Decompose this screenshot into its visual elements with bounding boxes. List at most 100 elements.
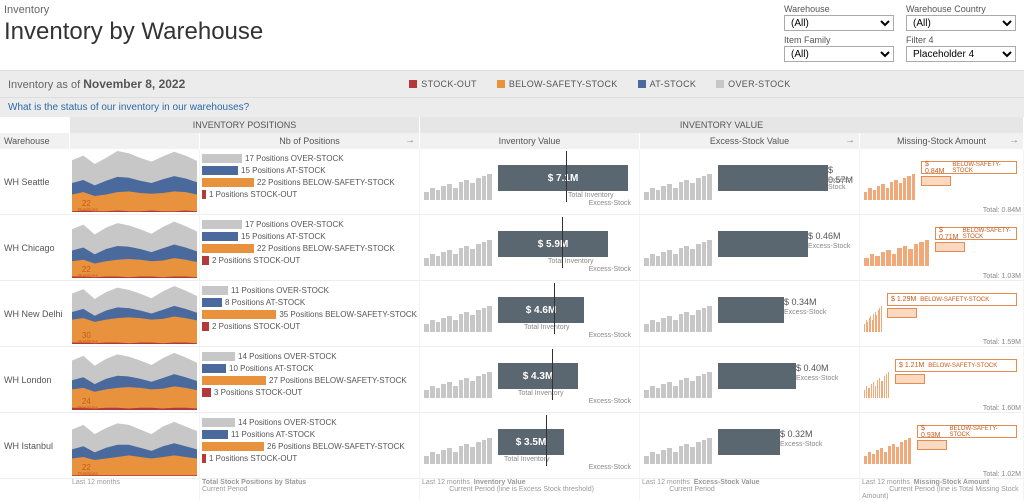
warehouse-label[interactable]: WH Chicago bbox=[0, 215, 70, 281]
section-inventory-positions: INVENTORY POSITIONS bbox=[70, 117, 420, 133]
sparkline bbox=[422, 151, 494, 212]
position-bar: 26 Positions BELOW-SAFETY-STOCK bbox=[202, 441, 417, 452]
header: Inventory Inventory by Warehouse Warehou… bbox=[0, 0, 1024, 70]
missing-total: Total: 1.03M bbox=[983, 273, 1021, 280]
missing-total: Total: 1.02M bbox=[983, 471, 1021, 478]
as-of-date: November 8, 2022 bbox=[83, 77, 185, 91]
arrow-icon: → bbox=[845, 135, 855, 146]
sparkline bbox=[862, 283, 883, 344]
sparkline bbox=[862, 349, 891, 410]
svg-text:24: 24 bbox=[82, 397, 91, 406]
missing-bar: $ 0.84MBELOW-SAFETY-STOCK bbox=[921, 161, 1017, 174]
svg-text:22: 22 bbox=[82, 199, 91, 208]
svg-text:Positions: Positions bbox=[78, 471, 99, 476]
col-missing-amount[interactable]: Missing-Stock Amount→ bbox=[860, 133, 1024, 149]
positions-cell[interactable]: 17 Positions OVER-STOCK 15 Positions AT-… bbox=[200, 149, 420, 215]
legend-item[interactable]: AT-STOCK bbox=[638, 79, 697, 89]
legend-item[interactable]: STOCK-OUT bbox=[409, 79, 477, 89]
area-chart-cell[interactable]: 22 Positions bbox=[70, 149, 200, 215]
excess-value-cell[interactable]: $ 0.40M Excess-Stock bbox=[640, 347, 860, 413]
sparkline bbox=[422, 217, 494, 278]
position-bar: 3 Positions STOCK-OUT bbox=[202, 387, 417, 398]
col-warehouse: Warehouse bbox=[0, 133, 70, 149]
col-area bbox=[70, 133, 200, 149]
position-bar: 1 Positions STOCK-OUT bbox=[202, 453, 417, 464]
position-bar: 22 Positions BELOW-SAFETY-STOCK bbox=[202, 177, 417, 188]
position-bar: 11 Positions AT-STOCK bbox=[202, 429, 417, 440]
col-nb-positions[interactable]: Nb of Positions→ bbox=[200, 133, 420, 149]
as-of-label: Inventory as of November 8, 2022 bbox=[8, 77, 185, 91]
excess-value-cell[interactable]: $ 0.46M Excess-Stock bbox=[640, 215, 860, 281]
warehouse-label[interactable]: WH Istanbul bbox=[0, 413, 70, 479]
footer: Last 12 months Inventory Value Current P… bbox=[420, 479, 640, 501]
toolbar: Inventory as of November 8, 2022 STOCK-O… bbox=[0, 70, 1024, 98]
position-bar: 17 Positions OVER-STOCK bbox=[202, 153, 417, 164]
footer: Last 12 months bbox=[70, 479, 200, 501]
positions-cell[interactable]: 14 Positions OVER-STOCK 10 Positions AT-… bbox=[200, 347, 420, 413]
position-bar: 15 Positions AT-STOCK bbox=[202, 165, 417, 176]
inventory-value-cell[interactable]: $ 4.3M Total Inventory Excess-Stock bbox=[420, 347, 640, 413]
missing-amount-cell[interactable]: $ 0.93MBELOW-SAFETY-STOCK Total: 1.02M bbox=[860, 413, 1024, 479]
excess-value-cell[interactable]: $ 0.34M Excess-Stock bbox=[640, 281, 860, 347]
question-text: What is the status of our inventory in o… bbox=[0, 98, 1024, 117]
filter-label: Filter 4 bbox=[906, 35, 1016, 45]
legend-item[interactable]: BELOW-SAFETY-STOCK bbox=[497, 79, 618, 89]
arrow-icon: → bbox=[1009, 135, 1019, 146]
svg-text:Positions: Positions bbox=[78, 273, 99, 278]
filter-select-3[interactable]: Placeholder 4 bbox=[906, 46, 1016, 62]
footer: Last 12 months Missing-Stock Amount Curr… bbox=[860, 479, 1024, 501]
filter-select-1[interactable]: (All) bbox=[906, 15, 1016, 31]
positions-cell[interactable]: 11 Positions OVER-STOCK 8 Positions AT-S… bbox=[200, 281, 420, 347]
svg-text:Positions: Positions bbox=[78, 339, 99, 344]
sparkline bbox=[422, 415, 494, 476]
area-chart-cell[interactable]: 24 Positions bbox=[70, 347, 200, 413]
section-inventory-value: INVENTORY VALUE bbox=[420, 117, 1024, 133]
missing-amount-cell[interactable]: $ 1.29MBELOW-SAFETY-STOCK Total: 1.59M bbox=[860, 281, 1024, 347]
missing-bar: $ 1.29MBELOW-SAFETY-STOCK bbox=[887, 293, 1017, 306]
missing-amount-cell[interactable]: $ 0.71MBELOW-SAFETY-STOCK Total: 1.03M bbox=[860, 215, 1024, 281]
position-bar: 8 Positions AT-STOCK bbox=[202, 297, 417, 308]
positions-cell[interactable]: 17 Positions OVER-STOCK 15 Positions AT-… bbox=[200, 215, 420, 281]
position-bar: 1 Positions STOCK-OUT bbox=[202, 189, 417, 200]
position-bar: 15 Positions AT-STOCK bbox=[202, 231, 417, 242]
breadcrumb[interactable]: Inventory bbox=[4, 4, 263, 16]
inventory-value-cell[interactable]: $ 7.1M Total Inventory Excess-Stock bbox=[420, 149, 640, 215]
missing-total: Total: 0.84M bbox=[983, 207, 1021, 214]
missing-amount-cell[interactable]: $ 0.84MBELOW-SAFETY-STOCK Total: 0.84M bbox=[860, 149, 1024, 215]
inventory-value-cell[interactable]: $ 5.9M Total Inventory Excess-Stock bbox=[420, 215, 640, 281]
position-bar: 27 Positions BELOW-SAFETY-STOCK bbox=[202, 375, 417, 386]
position-bar: 2 Positions STOCK-OUT bbox=[202, 321, 417, 332]
warehouse-label[interactable]: WH New Delhi bbox=[0, 281, 70, 347]
missing-amount-cell[interactable]: $ 1.21MBELOW-SAFETY-STOCK Total: 1.60M bbox=[860, 347, 1024, 413]
filter-label: Item Family bbox=[784, 35, 894, 45]
area-chart-cell[interactable]: 22 Positions bbox=[70, 215, 200, 281]
filter-select-2[interactable]: (All) bbox=[784, 46, 894, 62]
warehouse-label[interactable]: WH Seattle bbox=[0, 149, 70, 215]
missing-total: Total: 1.60M bbox=[983, 405, 1021, 412]
svg-text:30: 30 bbox=[82, 331, 91, 340]
missing-bar: $ 0.71MBELOW-SAFETY-STOCK bbox=[935, 227, 1017, 240]
sparkline bbox=[642, 283, 714, 344]
inventory-value-cell[interactable]: $ 3.5M Total Inventory Excess-Stock bbox=[420, 413, 640, 479]
sparkline bbox=[422, 349, 494, 410]
col-excess-value[interactable]: Excess-Stock Value→ bbox=[640, 133, 860, 149]
area-chart-cell[interactable]: 30 Positions bbox=[70, 281, 200, 347]
inventory-value-cell[interactable]: $ 4.6M Total Inventory Excess-Stock bbox=[420, 281, 640, 347]
position-bar: 17 Positions OVER-STOCK bbox=[202, 219, 417, 230]
sparkline bbox=[422, 283, 494, 344]
svg-text:Positions: Positions bbox=[78, 405, 99, 410]
page-title: Inventory by Warehouse bbox=[4, 18, 263, 46]
positions-cell[interactable]: 14 Positions OVER-STOCK 11 Positions AT-… bbox=[200, 413, 420, 479]
position-bar: 22 Positions BELOW-SAFETY-STOCK bbox=[202, 243, 417, 254]
excess-value-cell[interactable]: $ 0.57M Excess-Stock bbox=[640, 149, 860, 215]
area-chart-cell[interactable]: 22 Positions bbox=[70, 413, 200, 479]
excess-value-cell[interactable]: $ 0.32M Excess-Stock bbox=[640, 413, 860, 479]
sparkline bbox=[642, 217, 714, 278]
warehouse-label[interactable]: WH London bbox=[0, 347, 70, 413]
legend-item[interactable]: OVER-STOCK bbox=[716, 79, 790, 89]
missing-total: Total: 1.59M bbox=[983, 339, 1021, 346]
position-bar: 2 Positions STOCK-OUT bbox=[202, 255, 417, 266]
position-bar: 14 Positions OVER-STOCK bbox=[202, 417, 417, 428]
col-inventory-value[interactable]: Inventory Value bbox=[420, 133, 640, 149]
filter-select-0[interactable]: (All) bbox=[784, 15, 894, 31]
